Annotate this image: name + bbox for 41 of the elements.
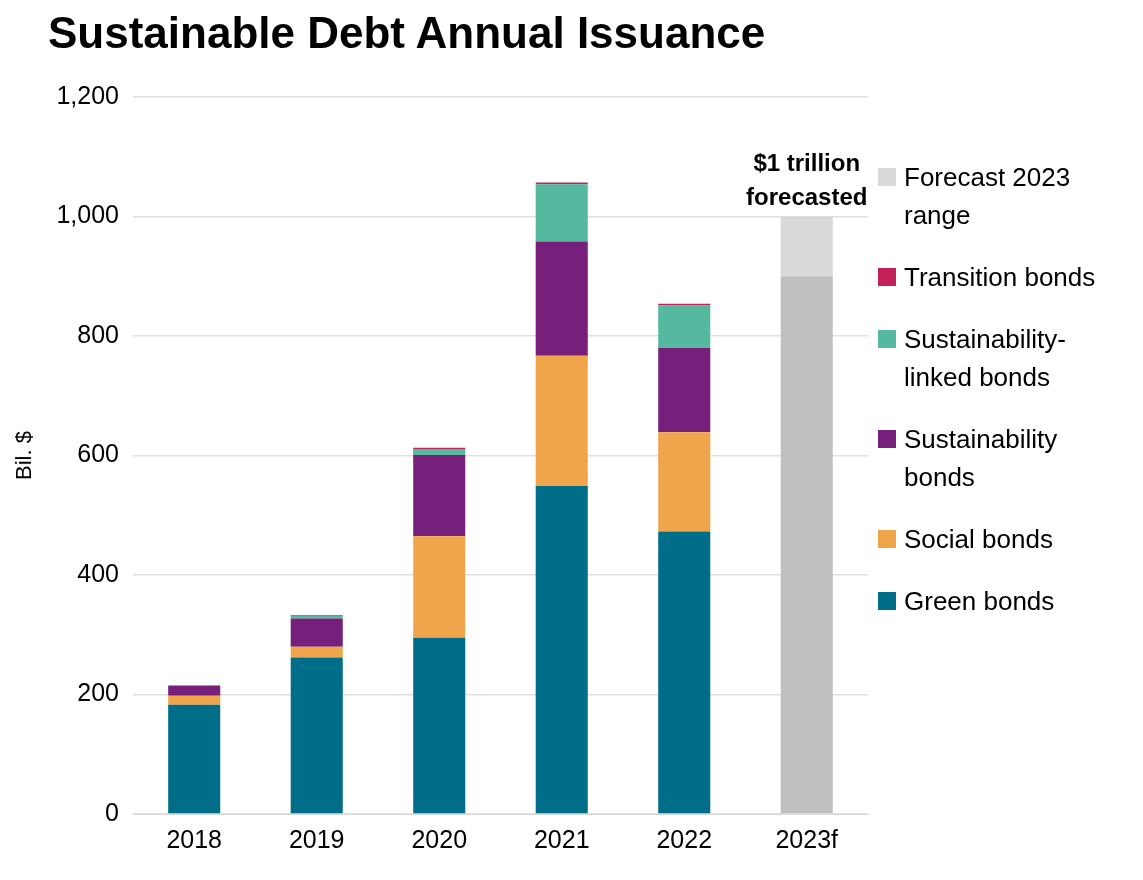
y-tick-label: 1,000 xyxy=(56,200,119,229)
y-tick-label: 600 xyxy=(77,439,119,468)
bar xyxy=(535,355,588,486)
legend-label: Social bonds xyxy=(904,523,1053,556)
bar xyxy=(413,454,466,537)
legend-label: Sustainability bonds xyxy=(904,423,1059,494)
bar xyxy=(168,704,221,814)
bar xyxy=(535,485,588,814)
bar xyxy=(168,695,221,705)
annotation: $1 trillion forecasted xyxy=(746,149,868,211)
x-tick-label: 2018 xyxy=(166,824,223,853)
bar xyxy=(658,531,711,814)
legend-label: Sustainability-linked bonds xyxy=(904,323,1067,394)
bar xyxy=(413,448,466,455)
legend-label: Green bonds xyxy=(904,585,1055,618)
y-axis-title: Bil. $ xyxy=(11,431,37,480)
legend-label: Forecast 2023 range xyxy=(904,161,1072,232)
x-tick-label: 2023f xyxy=(775,824,839,853)
bar xyxy=(413,637,466,814)
bar xyxy=(658,432,711,532)
x-tick-label: 2020 xyxy=(411,824,468,853)
bar xyxy=(413,536,466,638)
y-tick-label: 1,200 xyxy=(56,80,119,109)
y-tick-label: 0 xyxy=(105,797,119,826)
bar xyxy=(290,657,343,814)
bar xyxy=(290,646,343,658)
y-tick-label: 800 xyxy=(77,319,119,348)
bar xyxy=(168,685,221,696)
x-tick-label: 2022 xyxy=(656,824,713,853)
y-tick-label: 200 xyxy=(77,678,119,707)
bar xyxy=(780,276,833,814)
x-tick-label: 2021 xyxy=(533,824,590,853)
x-tick-label: 2019 xyxy=(288,824,345,853)
bar xyxy=(658,347,711,433)
chart-title: Sustainable Debt Annual Issuance xyxy=(47,8,767,59)
bar xyxy=(535,184,588,242)
legend-label: Transition bonds xyxy=(904,261,1096,294)
bar xyxy=(658,305,711,348)
bar xyxy=(290,618,343,647)
bar xyxy=(535,241,588,356)
y-tick-label: 400 xyxy=(77,558,119,587)
